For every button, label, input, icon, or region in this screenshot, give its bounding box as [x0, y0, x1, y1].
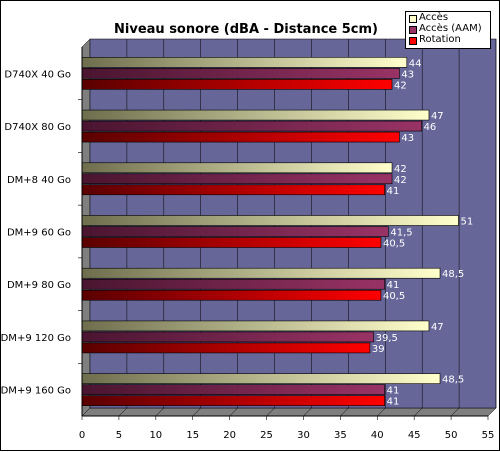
x-tick-label: 30	[297, 430, 310, 441]
bar	[81, 342, 371, 354]
gridline-floor	[340, 407, 349, 417]
category-label: D740X 80 Go	[4, 122, 71, 133]
category-label: DM+8 40 Go	[7, 175, 71, 186]
bar	[81, 237, 382, 248]
data-label: 42	[394, 80, 407, 91]
x-tick-label: 5	[116, 430, 122, 441]
bar	[81, 373, 441, 384]
data-label: 48,5	[442, 269, 464, 280]
data-label: 43	[401, 133, 414, 144]
gridline-floor	[303, 407, 312, 417]
bar	[81, 395, 385, 406]
bar	[81, 226, 389, 237]
bar	[81, 184, 385, 196]
data-label: 41,5	[390, 228, 412, 239]
x-tick-label: 25	[260, 430, 273, 441]
data-label: 44	[409, 58, 422, 69]
bar	[81, 162, 393, 174]
bar	[81, 320, 430, 332]
bar	[81, 331, 374, 343]
legend-swatch	[409, 15, 417, 23]
bar	[81, 278, 385, 290]
gridline-floor	[487, 407, 497, 417]
data-label: 39,5	[376, 333, 398, 344]
x-tick-label: 35	[334, 430, 347, 441]
data-label: 43	[401, 69, 414, 80]
bar	[81, 289, 382, 301]
bar	[81, 267, 441, 279]
gridline-floor	[155, 407, 164, 417]
x-tick-label: 15	[186, 430, 199, 441]
bar	[81, 173, 393, 185]
data-label: 40,5	[383, 291, 405, 302]
gridline-floor	[266, 407, 275, 417]
x-tick-label: 0	[79, 430, 85, 441]
category-label: DM+9 120 Go	[1, 333, 71, 344]
gridline-floor	[450, 407, 460, 417]
legend-label: Rotation	[419, 34, 461, 45]
bar	[81, 68, 400, 79]
data-label: 42	[394, 164, 407, 175]
bar	[81, 57, 408, 68]
bar	[81, 215, 459, 226]
data-label: 47	[431, 322, 444, 333]
data-label: 48,5	[442, 375, 464, 386]
category-label: D740X 40 Go	[4, 69, 71, 80]
gridline-floor	[377, 407, 386, 417]
category-label: DM+9 160 Go	[1, 386, 71, 397]
x-tick-label: 20	[223, 430, 236, 441]
data-label: 41	[387, 397, 400, 408]
gridline-floor	[118, 407, 128, 417]
category-label: DM+9 60 Go	[7, 228, 71, 239]
legend-swatch	[409, 26, 417, 34]
gridline-floor	[414, 407, 423, 417]
x-tick-label: 55	[482, 430, 495, 441]
data-label: 42	[394, 175, 407, 186]
x-tick-label: 40	[371, 430, 384, 441]
data-label: 51	[460, 217, 473, 228]
bar	[81, 384, 385, 395]
data-label: 40,5	[383, 239, 405, 250]
data-label: 41	[387, 186, 400, 197]
gridline-floor	[229, 407, 238, 417]
data-label: 46	[424, 122, 437, 133]
legend-label: Accès (AAM)	[419, 23, 482, 34]
legend-label: Accès	[419, 12, 449, 23]
data-label: 47	[431, 111, 444, 122]
legend-swatch	[409, 37, 417, 45]
plot-floor	[81, 407, 497, 417]
category-label: DM+9 80 Go	[7, 280, 71, 291]
x-tick-label: 45	[408, 430, 421, 441]
data-label: 41	[387, 280, 400, 291]
gridline-floor	[192, 407, 201, 417]
chart-title: Niveau sonore (dBA - Distance 5cm)	[114, 22, 378, 37]
bar	[81, 109, 430, 121]
bar	[81, 131, 400, 143]
bar	[81, 79, 393, 90]
legend: Accès Accès (AAM) Rotation	[405, 11, 491, 49]
data-label: 39	[372, 344, 385, 355]
bar	[81, 120, 422, 132]
x-tick-label: 50	[445, 430, 458, 441]
x-tick-label: 10	[149, 430, 162, 441]
data-label: 41	[387, 386, 400, 397]
